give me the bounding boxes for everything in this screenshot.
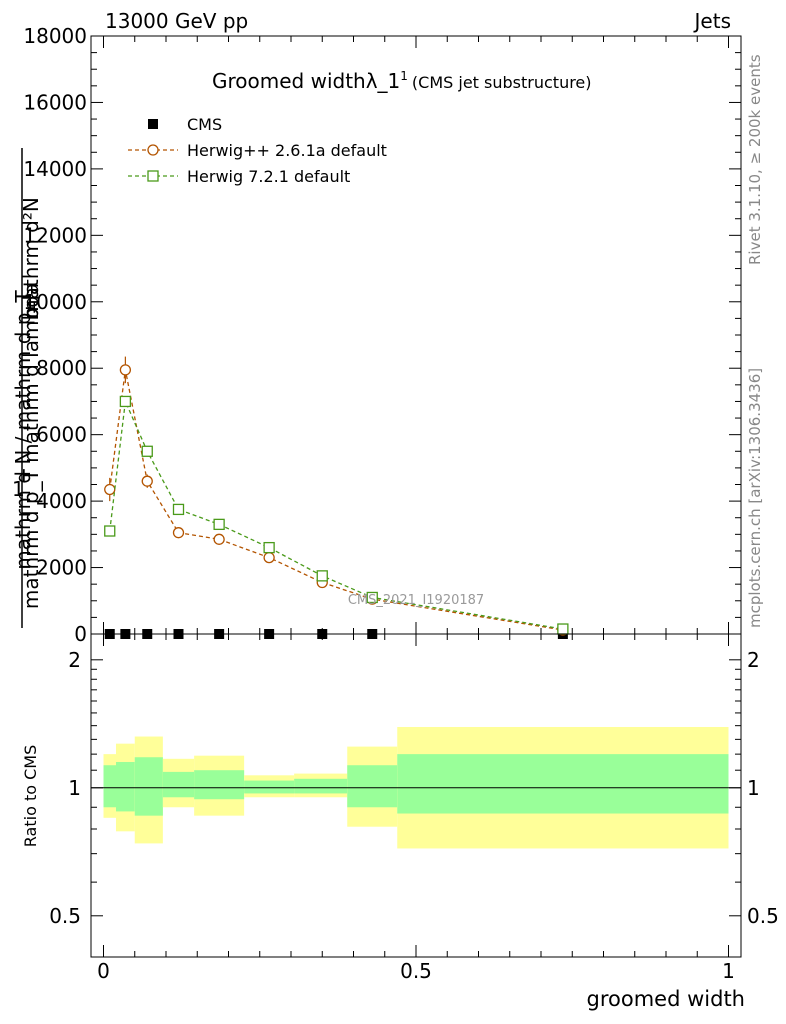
data-point: [316, 570, 328, 582]
y-tick-label: 4000: [36, 489, 87, 513]
main-plot: 0 2000 4000 6000 8000 10000 12000 14000 16000 180…: [11, 24, 742, 646]
ratio-plot: 0.5 0.5 1 1 2 2 0 0.5 1 Ratio to CMS groomed wid…: [21, 633, 779, 1011]
legend-cms-marker: [148, 119, 158, 129]
ratio-band-inner: [244, 780, 295, 794]
data-point: [119, 364, 132, 376]
ratio-y-tick-label: 0.5: [49, 904, 81, 928]
analysis-watermark: CMS_2021_I1920187: [348, 593, 484, 608]
ratio-y-tick-label-right: 0.5: [747, 904, 779, 928]
ratio-band-inner: [134, 757, 163, 816]
ratio-axis-ticks: 0.5 0.5 1 1 2 2 0 0.5 1: [49, 634, 779, 983]
main-axis-ticks: 0 2000 4000 6000 8000 10000 12000 14000 16000 180…: [23, 24, 741, 646]
mcplots-label: mcplots.cern.ch [arXiv:1306.3436]: [746, 368, 764, 628]
ylabel-one: 1: [12, 477, 25, 501]
ratio-band-inner: [194, 770, 245, 800]
rivet-label: Rivet 3.1.10, ≥ 200k events: [746, 54, 764, 265]
ratio-ylabel: Ratio to CMS: [21, 745, 40, 847]
x-axis-label: groomed width: [587, 987, 745, 1011]
ratio-band-inner: [294, 778, 348, 794]
main-series: [104, 356, 569, 639]
series-2: [104, 395, 569, 635]
data-point: [263, 541, 275, 554]
legend-herwig7-label: Herwig 7.2.1 default: [187, 167, 350, 186]
data-point: [263, 551, 275, 564]
ratio-y-tick-label-right: 1: [747, 776, 760, 800]
ylabel-denominator: mathrm d p_T mathrm d lambda: [19, 283, 43, 609]
energy-label: 13000 GeV pp: [105, 9, 248, 33]
y-tick-label: 0: [74, 622, 87, 646]
ratio-band-inner: [347, 765, 398, 808]
x-tick-label: 0: [97, 959, 110, 983]
ratio-band-inner: [103, 765, 116, 808]
y-tick-label: 10000: [23, 290, 87, 314]
y-tick-label: 14000: [23, 157, 87, 181]
legend-herwigpp-marker: [147, 144, 159, 156]
ratio-band-inner: [116, 761, 135, 812]
y-tick-label: 6000: [36, 423, 87, 447]
ratio-band-inner: [397, 754, 729, 814]
ratio-y-tick-label-right: 2: [747, 648, 760, 672]
data-point: [557, 623, 569, 635]
series-1: [104, 356, 569, 636]
y-tick-label: 8000: [36, 356, 87, 380]
y-axis-label: mathrm d²N mathrm d p_T mathrm d lambda …: [11, 148, 43, 628]
data-point: [141, 475, 153, 487]
y-tick-label: 2000: [36, 556, 87, 580]
ylabel-numerator: mathrm d²N: [19, 197, 43, 319]
y-tick-label: 16000: [23, 90, 87, 114]
category-label: Jets: [693, 9, 731, 33]
ylabel-prefactor: mathrm d N / mathrm d p_T: [11, 290, 35, 570]
plot-title: Groomed widthλ_11 (CMS jet substructure): [212, 69, 592, 93]
data-point: [119, 395, 132, 408]
series-line: [109, 399, 563, 630]
data-point: [213, 518, 225, 531]
legend-herwigpp-label: Herwig++ 2.6.1a default: [187, 141, 387, 160]
data-point: [104, 525, 116, 537]
ratio-y-tick-label: 1: [68, 776, 81, 800]
data-point: [172, 527, 185, 539]
legend: CMS Herwig++ 2.6.1a default Herwig 7.2.1…: [128, 115, 387, 186]
ratio-band-inner: [162, 771, 195, 798]
data-point: [141, 445, 153, 457]
data-point: [104, 483, 116, 496]
legend-herwig7-marker: [147, 170, 159, 182]
data-point: [172, 503, 185, 516]
y-tick-label: 18000: [23, 24, 87, 48]
y-tick-label: 12000: [23, 223, 87, 247]
legend-cms-label: CMS: [187, 115, 222, 134]
x-tick-label: 1: [722, 959, 735, 983]
x-tick-label: 0.5: [400, 959, 432, 983]
data-point: [213, 533, 225, 545]
data-point: [366, 591, 378, 604]
series-line: [109, 369, 563, 631]
ratio-y-tick-label: 2: [68, 648, 81, 672]
